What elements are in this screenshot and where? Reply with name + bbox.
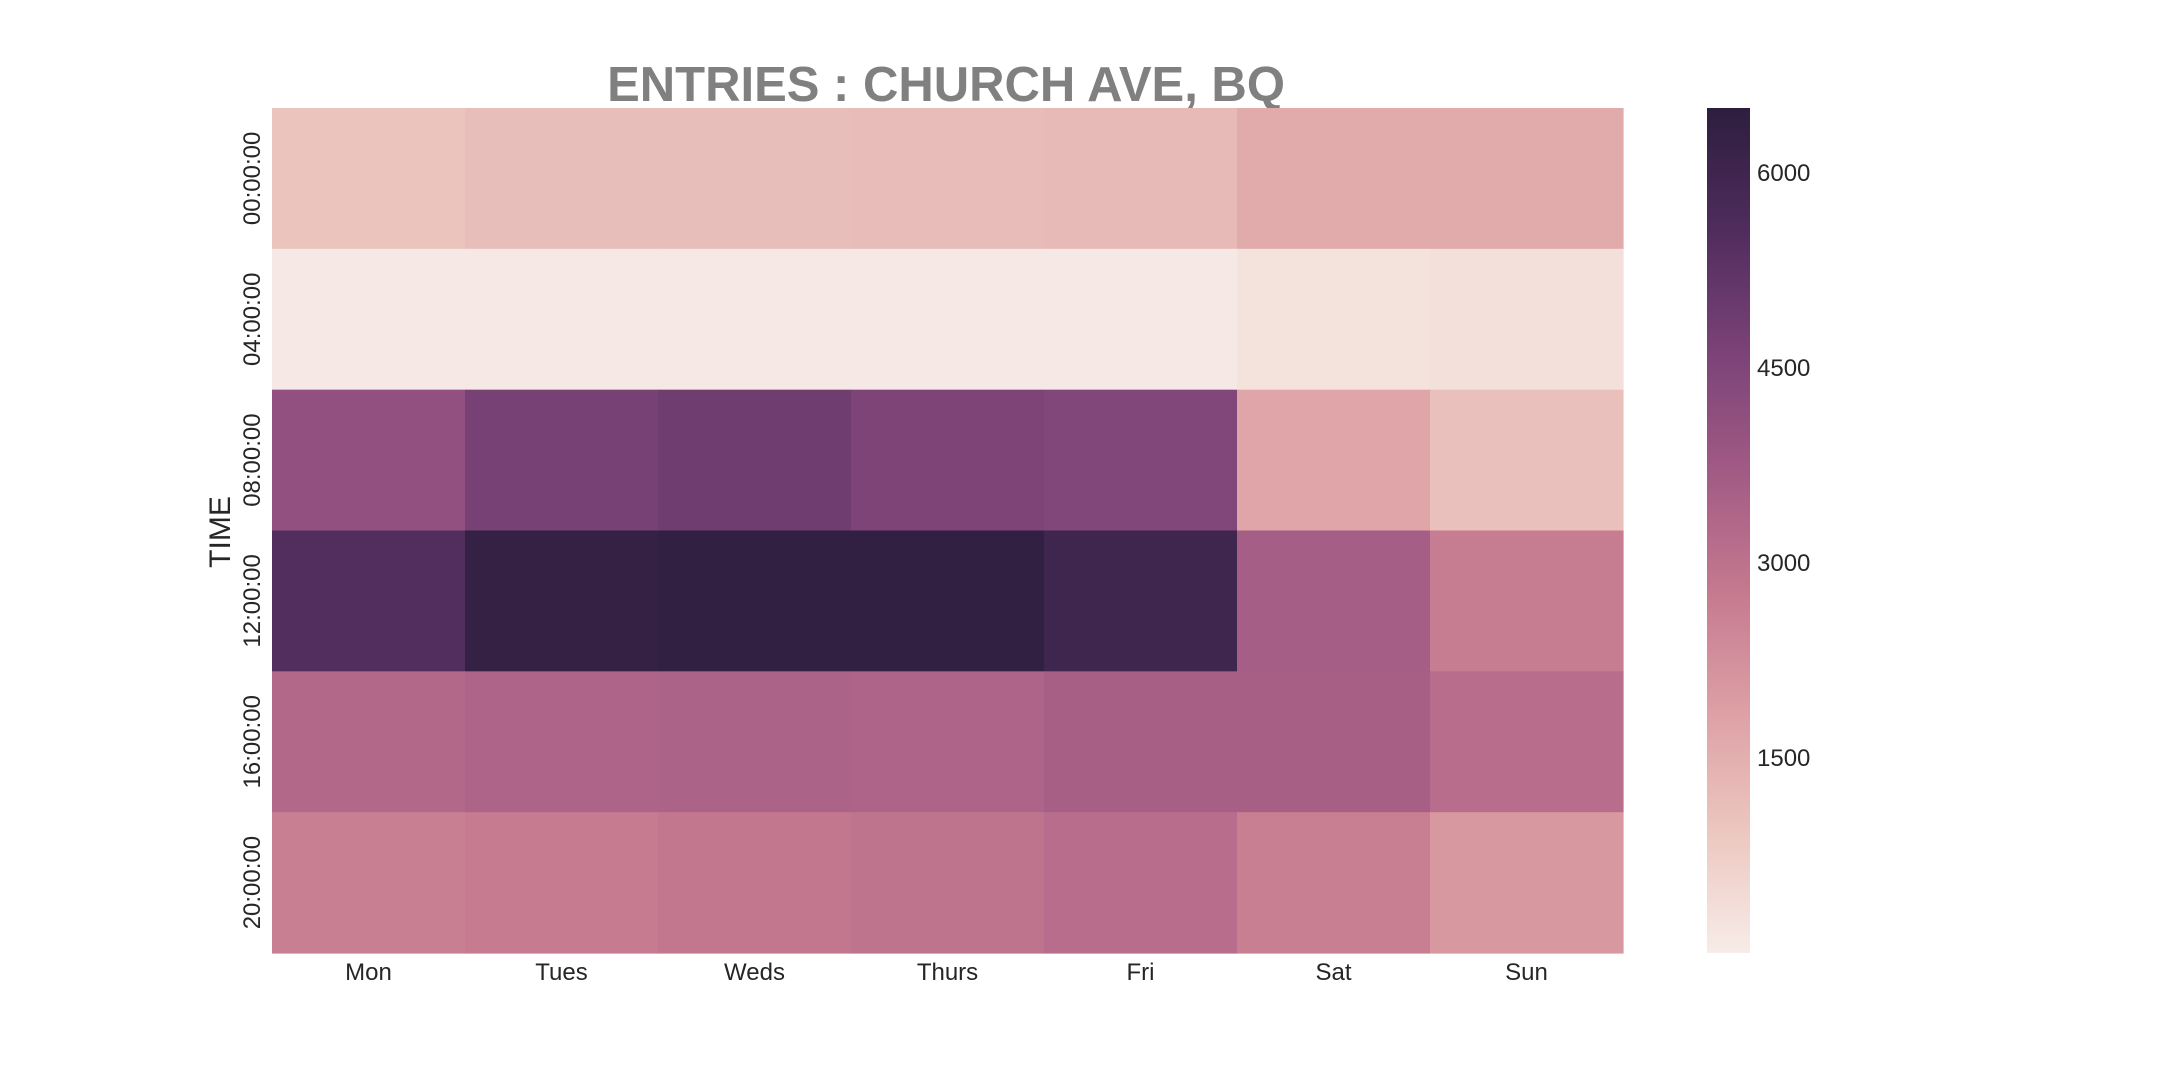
heatmap-cell <box>1044 108 1238 250</box>
heatmap-cell <box>1237 671 1431 813</box>
heatmap-cell <box>465 530 659 672</box>
x-tick-label: Mon <box>345 959 392 986</box>
heatmap-cell <box>272 248 466 391</box>
heatmap-cell <box>465 812 659 954</box>
y-tick-labels: 00:00:00 04:00:00 08:00:00 12:00:00 16:00:00… <box>239 132 266 930</box>
y-tick-label: 12:00:00 <box>239 554 266 647</box>
heatmap-cell <box>851 248 1045 391</box>
x-tick-label: Fri <box>1127 959 1155 986</box>
y-axis-label: TIME <box>204 496 237 568</box>
heatmap-cell <box>465 248 659 391</box>
heatmap-cell <box>272 530 466 672</box>
y-tick-label: 00:00:00 <box>239 132 266 225</box>
heatmap-cell <box>1430 248 1624 391</box>
colorbar-tick-label: 4500 <box>1757 355 1810 382</box>
x-tick-label: Tues <box>535 959 587 986</box>
heatmap-cell <box>658 108 852 250</box>
colorbar-tick-label: 3000 <box>1757 550 1810 577</box>
heatmap-cell <box>272 389 466 532</box>
heatmap-cell <box>1044 389 1238 532</box>
x-tick-labels: Mon Tues Weds Thurs Fri Sat Sun <box>345 959 1548 986</box>
colorbar-tick-label: 6000 <box>1757 160 1810 187</box>
x-tick-label: Weds <box>724 959 785 986</box>
heatmap-cell <box>851 389 1045 532</box>
colorbar-tick-label: 1500 <box>1757 745 1810 772</box>
heatmap-cell <box>1430 389 1624 532</box>
x-tick-label: Sat <box>1315 959 1351 986</box>
heatmap-cell <box>1237 530 1431 672</box>
heatmap-cell <box>1237 248 1431 391</box>
heatmap-cell <box>1237 389 1431 532</box>
y-tick-label: 16:00:00 <box>239 695 266 788</box>
heatmap-cell <box>851 530 1045 672</box>
heatmap-cell <box>1044 530 1238 672</box>
heatmap-cell <box>272 812 466 954</box>
y-tick-label: 04:00:00 <box>239 273 266 366</box>
heatmap-cell <box>1430 671 1624 813</box>
x-tick-label: Sun <box>1505 959 1548 986</box>
heatmap-cell <box>465 671 659 813</box>
heatmap-cell <box>1237 812 1431 954</box>
heatmap-cell <box>1237 108 1431 250</box>
heatmap-cell <box>1044 671 1238 813</box>
chart-title: ENTRIES : CHURCH AVE, BQ <box>607 58 1285 112</box>
colorbar <box>1707 108 1750 953</box>
heatmap-cell <box>1044 812 1238 954</box>
colorbar-tick-labels: 1500 3000 4500 6000 <box>1757 160 1810 772</box>
heatmap-cell <box>658 389 852 532</box>
heatmap-cell <box>272 671 466 813</box>
heatmap-cell <box>1044 248 1238 391</box>
y-tick-label: 08:00:00 <box>239 413 266 506</box>
heatmap-cell <box>658 248 852 391</box>
heatmap-cell <box>1430 108 1624 250</box>
heatmap-cell <box>1430 812 1624 954</box>
y-tick-label: 20:00:00 <box>239 836 266 929</box>
heatmap-cells <box>272 108 1624 954</box>
heatmap-cell <box>272 108 466 250</box>
heatmap-cell <box>658 530 852 672</box>
heatmap-cell <box>851 812 1045 954</box>
heatmap-cell <box>851 671 1045 813</box>
heatmap-cell <box>465 389 659 532</box>
heatmap-cell <box>658 671 852 813</box>
x-tick-label: Thurs <box>917 959 978 986</box>
heatmap-cell <box>1430 530 1624 672</box>
heatmap-cell <box>465 108 659 250</box>
heatmap-cell <box>658 812 852 954</box>
heatmap-cell <box>851 108 1045 250</box>
